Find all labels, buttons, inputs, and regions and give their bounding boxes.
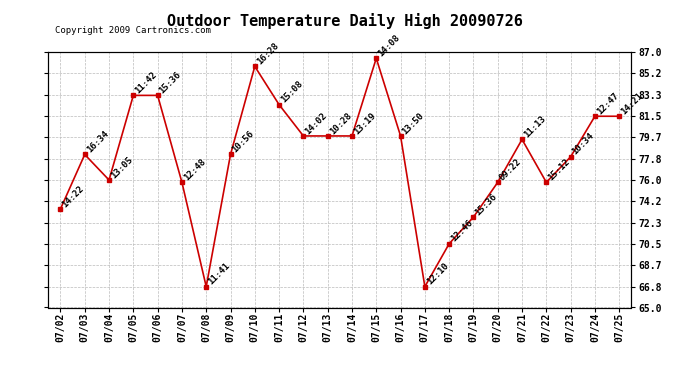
Text: 14:02: 14:02 bbox=[304, 111, 328, 136]
Text: 10:56: 10:56 bbox=[230, 129, 256, 154]
Text: 13:05: 13:05 bbox=[109, 154, 135, 180]
Text: 16:34: 16:34 bbox=[85, 129, 110, 154]
Text: 11:13: 11:13 bbox=[522, 114, 547, 140]
Text: 09:22: 09:22 bbox=[497, 157, 523, 182]
Text: 13:19: 13:19 bbox=[352, 111, 377, 136]
Text: 13:50: 13:50 bbox=[401, 111, 426, 136]
Text: 11:41: 11:41 bbox=[206, 261, 232, 286]
Text: 14:08: 14:08 bbox=[376, 33, 402, 58]
Text: 12:47: 12:47 bbox=[595, 91, 620, 116]
Text: 10:28: 10:28 bbox=[328, 111, 353, 136]
Text: 15:08: 15:08 bbox=[279, 79, 304, 105]
Text: 14:21: 14:21 bbox=[619, 91, 644, 116]
Text: 10:34: 10:34 bbox=[571, 132, 596, 157]
Text: 12:46: 12:46 bbox=[449, 218, 475, 244]
Text: Copyright 2009 Cartronics.com: Copyright 2009 Cartronics.com bbox=[55, 26, 211, 35]
Text: 11:42: 11:42 bbox=[133, 70, 159, 95]
Text: 16:28: 16:28 bbox=[255, 41, 280, 66]
Text: 15:36: 15:36 bbox=[157, 70, 183, 95]
Text: 12:10: 12:10 bbox=[425, 261, 450, 286]
Text: Outdoor Temperature Daily High 20090726: Outdoor Temperature Daily High 20090726 bbox=[167, 13, 523, 29]
Text: 15:12: 15:12 bbox=[546, 157, 572, 182]
Text: 15:36: 15:36 bbox=[473, 192, 499, 217]
Text: 14:22: 14:22 bbox=[61, 184, 86, 209]
Text: 12:48: 12:48 bbox=[182, 157, 207, 182]
